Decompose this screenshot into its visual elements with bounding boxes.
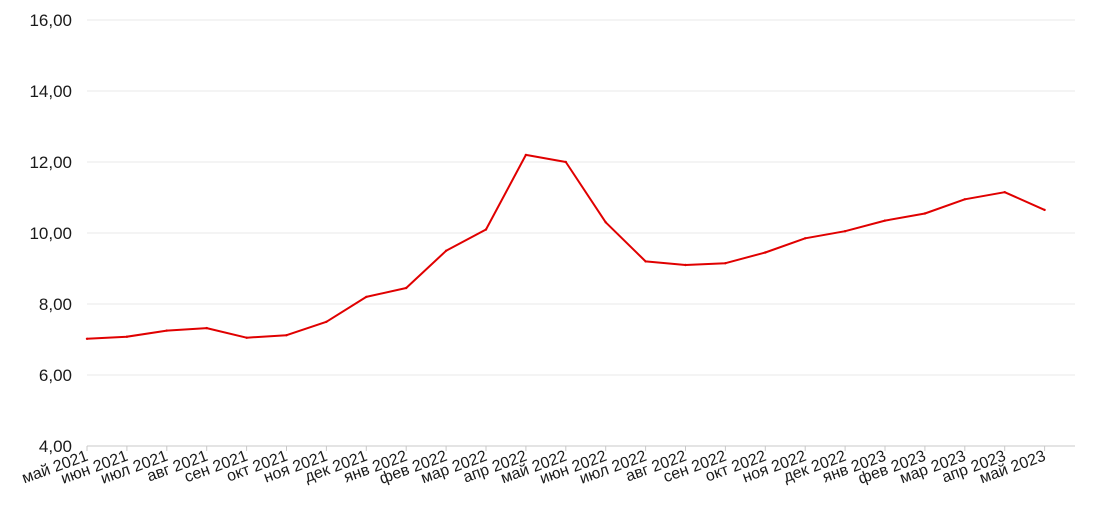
data-point — [325, 320, 328, 323]
y-tick-label: 8,00 — [39, 295, 72, 314]
data-point — [285, 334, 288, 337]
data-point — [804, 237, 807, 240]
data-point — [604, 221, 607, 224]
data-point — [883, 219, 887, 222]
y-tick-label: 10,00 — [29, 224, 72, 243]
data-point — [843, 230, 847, 233]
data-point — [684, 263, 687, 267]
y-tick-label: 12,00 — [29, 153, 72, 172]
y-tick-label: 6,00 — [39, 366, 72, 385]
series-line — [86, 153, 1046, 340]
data-point — [764, 251, 767, 254]
data-point — [85, 337, 89, 340]
data-point — [484, 228, 488, 231]
y-tick-label: 4,00 — [39, 437, 72, 456]
data-point — [564, 160, 567, 164]
data-point — [405, 286, 408, 290]
y-axis-tick-labels: 4,00 6,00 8,00 10,00 12,00 14,00 16,00 — [29, 11, 72, 456]
data-point — [963, 198, 966, 201]
data-point — [125, 335, 129, 338]
gridlines — [87, 19, 1075, 376]
y-tick-label: 16,00 — [29, 11, 72, 30]
data-point — [365, 295, 368, 299]
y-tick-label: 14,00 — [29, 82, 72, 101]
data-point — [724, 262, 727, 265]
series-layer — [85, 153, 1046, 340]
data-point — [1003, 191, 1006, 194]
data-point — [524, 153, 528, 157]
data-point — [1043, 208, 1046, 212]
data-point — [165, 329, 168, 332]
data-point — [245, 336, 248, 339]
data-point — [444, 249, 448, 252]
data-point — [644, 260, 647, 263]
data-point — [923, 212, 927, 215]
data-point — [205, 326, 208, 330]
